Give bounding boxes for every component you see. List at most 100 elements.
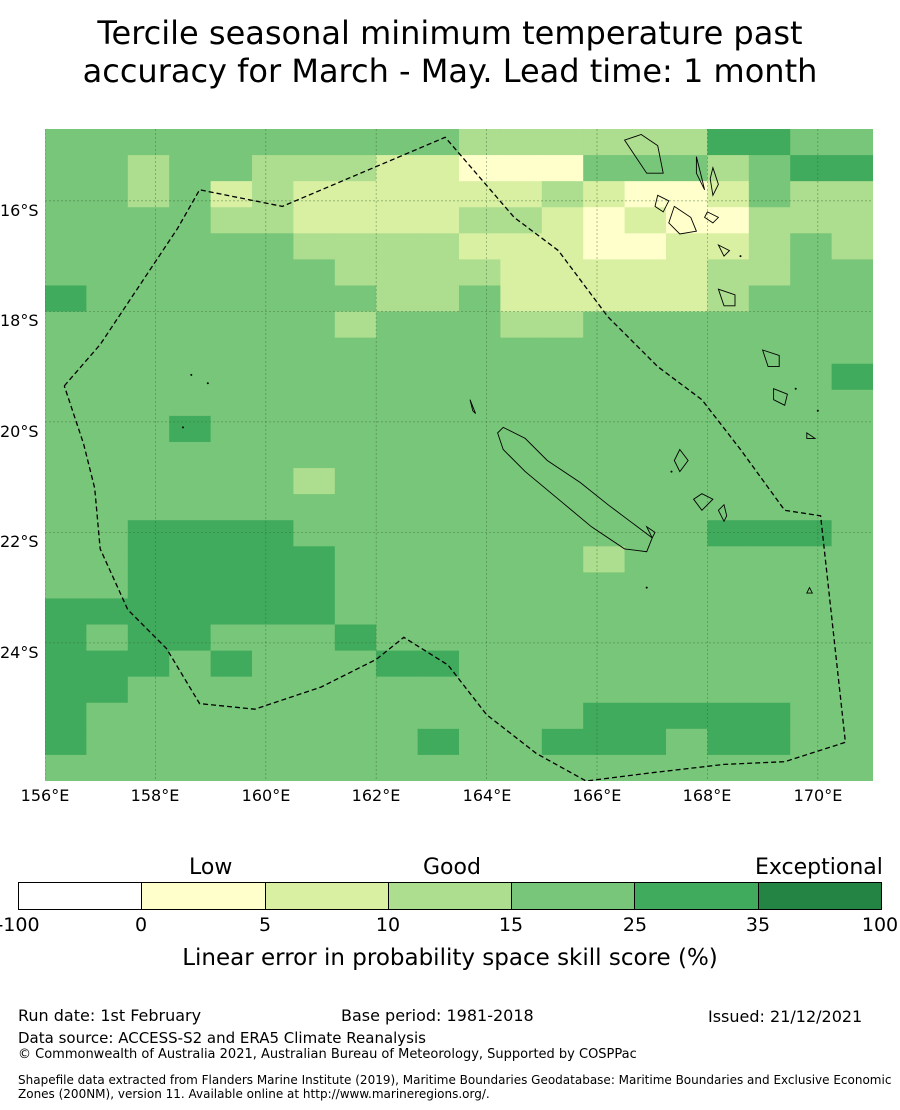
skill-cell	[334, 598, 377, 626]
skill-cell	[45, 624, 87, 652]
map-panel[interactable]	[45, 129, 873, 781]
skill-cell	[45, 311, 87, 339]
island-coastline	[773, 388, 788, 406]
skill-cell	[666, 468, 708, 495]
skill-cell	[790, 650, 833, 678]
skill-cell	[86, 468, 129, 495]
skill-cell	[831, 415, 873, 443]
skill-cell	[790, 363, 833, 391]
data-source: Data source: ACCESS-S2 and ERA5 Climate …	[18, 1029, 426, 1047]
skill-cell	[45, 520, 87, 547]
skill-cell	[334, 389, 377, 417]
skill-cell	[293, 155, 336, 182]
skill-cell	[334, 259, 377, 287]
skill-cell	[500, 337, 543, 365]
skill-cell	[707, 494, 750, 521]
skill-cell	[624, 259, 667, 287]
skill-cell	[459, 650, 501, 678]
skill-cell	[459, 676, 501, 704]
skill-cell	[831, 311, 873, 339]
skill-cell	[252, 650, 294, 678]
skill-cell	[624, 311, 667, 339]
skill-cell	[790, 702, 833, 730]
island-coastline	[717, 288, 736, 307]
skill-cell	[748, 259, 791, 287]
skill-cell	[86, 337, 129, 365]
skill-cell	[169, 676, 212, 704]
skill-cell	[500, 233, 543, 260]
skill-cell	[583, 572, 626, 600]
skill-cell	[790, 233, 833, 260]
skill-cell	[707, 546, 750, 573]
skill-cell	[376, 259, 419, 287]
colorbar-segment	[19, 883, 143, 909]
skill-cell	[417, 546, 460, 573]
skill-cell	[127, 129, 170, 156]
skill-cell	[86, 520, 129, 547]
lat-label-22s: 22°S	[0, 532, 39, 551]
skill-cell	[624, 520, 667, 547]
colorbar-segment	[265, 883, 389, 909]
copyright: © Commonwealth of Australia 2021, Austra…	[18, 1047, 637, 1062]
skill-cell	[459, 259, 501, 287]
skill-cell	[376, 155, 419, 182]
skill-cell	[127, 624, 170, 652]
base-period: Base period: 1981-2018	[341, 1006, 534, 1025]
skill-cell	[210, 650, 253, 678]
skill-cell	[831, 181, 873, 208]
skill-cell	[624, 233, 667, 260]
skill-cell	[417, 624, 460, 652]
skill-cell	[666, 494, 708, 521]
skill-cell	[127, 285, 170, 313]
skill-cell	[666, 702, 708, 730]
skill-cell	[210, 624, 253, 652]
skill-cell	[334, 155, 377, 182]
islet	[794, 387, 797, 390]
skill-cell	[459, 728, 501, 756]
skill-cell	[45, 468, 87, 495]
skill-cell	[127, 311, 170, 339]
skill-cell	[707, 129, 750, 156]
skill-cell	[624, 676, 667, 704]
skill-cell	[624, 337, 667, 365]
graticule	[45, 129, 873, 781]
skill-cell	[417, 702, 460, 730]
skill-cell	[500, 363, 543, 391]
skill-cell	[252, 494, 294, 521]
skill-cell	[127, 520, 170, 547]
skill-cell	[45, 754, 87, 781]
islet	[739, 255, 742, 258]
skill-cell	[707, 754, 750, 781]
skill-cell	[169, 624, 212, 652]
skill-cell	[666, 285, 708, 313]
skill-cell	[666, 624, 708, 652]
skill-cell	[500, 520, 543, 547]
skill-cell	[86, 728, 129, 756]
skill-cell	[376, 494, 419, 521]
skill-cell	[127, 650, 170, 678]
map-canvas[interactable]	[45, 129, 873, 781]
skill-cell	[831, 754, 873, 781]
skill-cell	[334, 181, 377, 208]
map-title: Tercile seasonal minimum temperature pas…	[0, 14, 900, 90]
skill-cell	[293, 415, 336, 443]
skill-cell	[831, 129, 873, 156]
skill-cell	[459, 494, 501, 521]
skill-cell	[831, 233, 873, 260]
skill-cell	[293, 598, 336, 626]
skill-cell	[790, 311, 833, 339]
skill-cell	[376, 598, 419, 626]
skill-cell	[252, 702, 294, 730]
skill-cell	[376, 415, 419, 443]
skill-cell	[790, 598, 833, 626]
skill-cell	[86, 363, 129, 391]
skill-cell	[127, 441, 170, 469]
skill-cell	[293, 233, 336, 260]
skill-cell	[459, 624, 501, 652]
skill-cell	[127, 233, 170, 260]
skill-cell	[748, 311, 791, 339]
skill-cell	[707, 415, 750, 443]
skill-cell	[707, 598, 750, 626]
skill-cell	[210, 598, 253, 626]
skill-cell	[831, 285, 873, 313]
